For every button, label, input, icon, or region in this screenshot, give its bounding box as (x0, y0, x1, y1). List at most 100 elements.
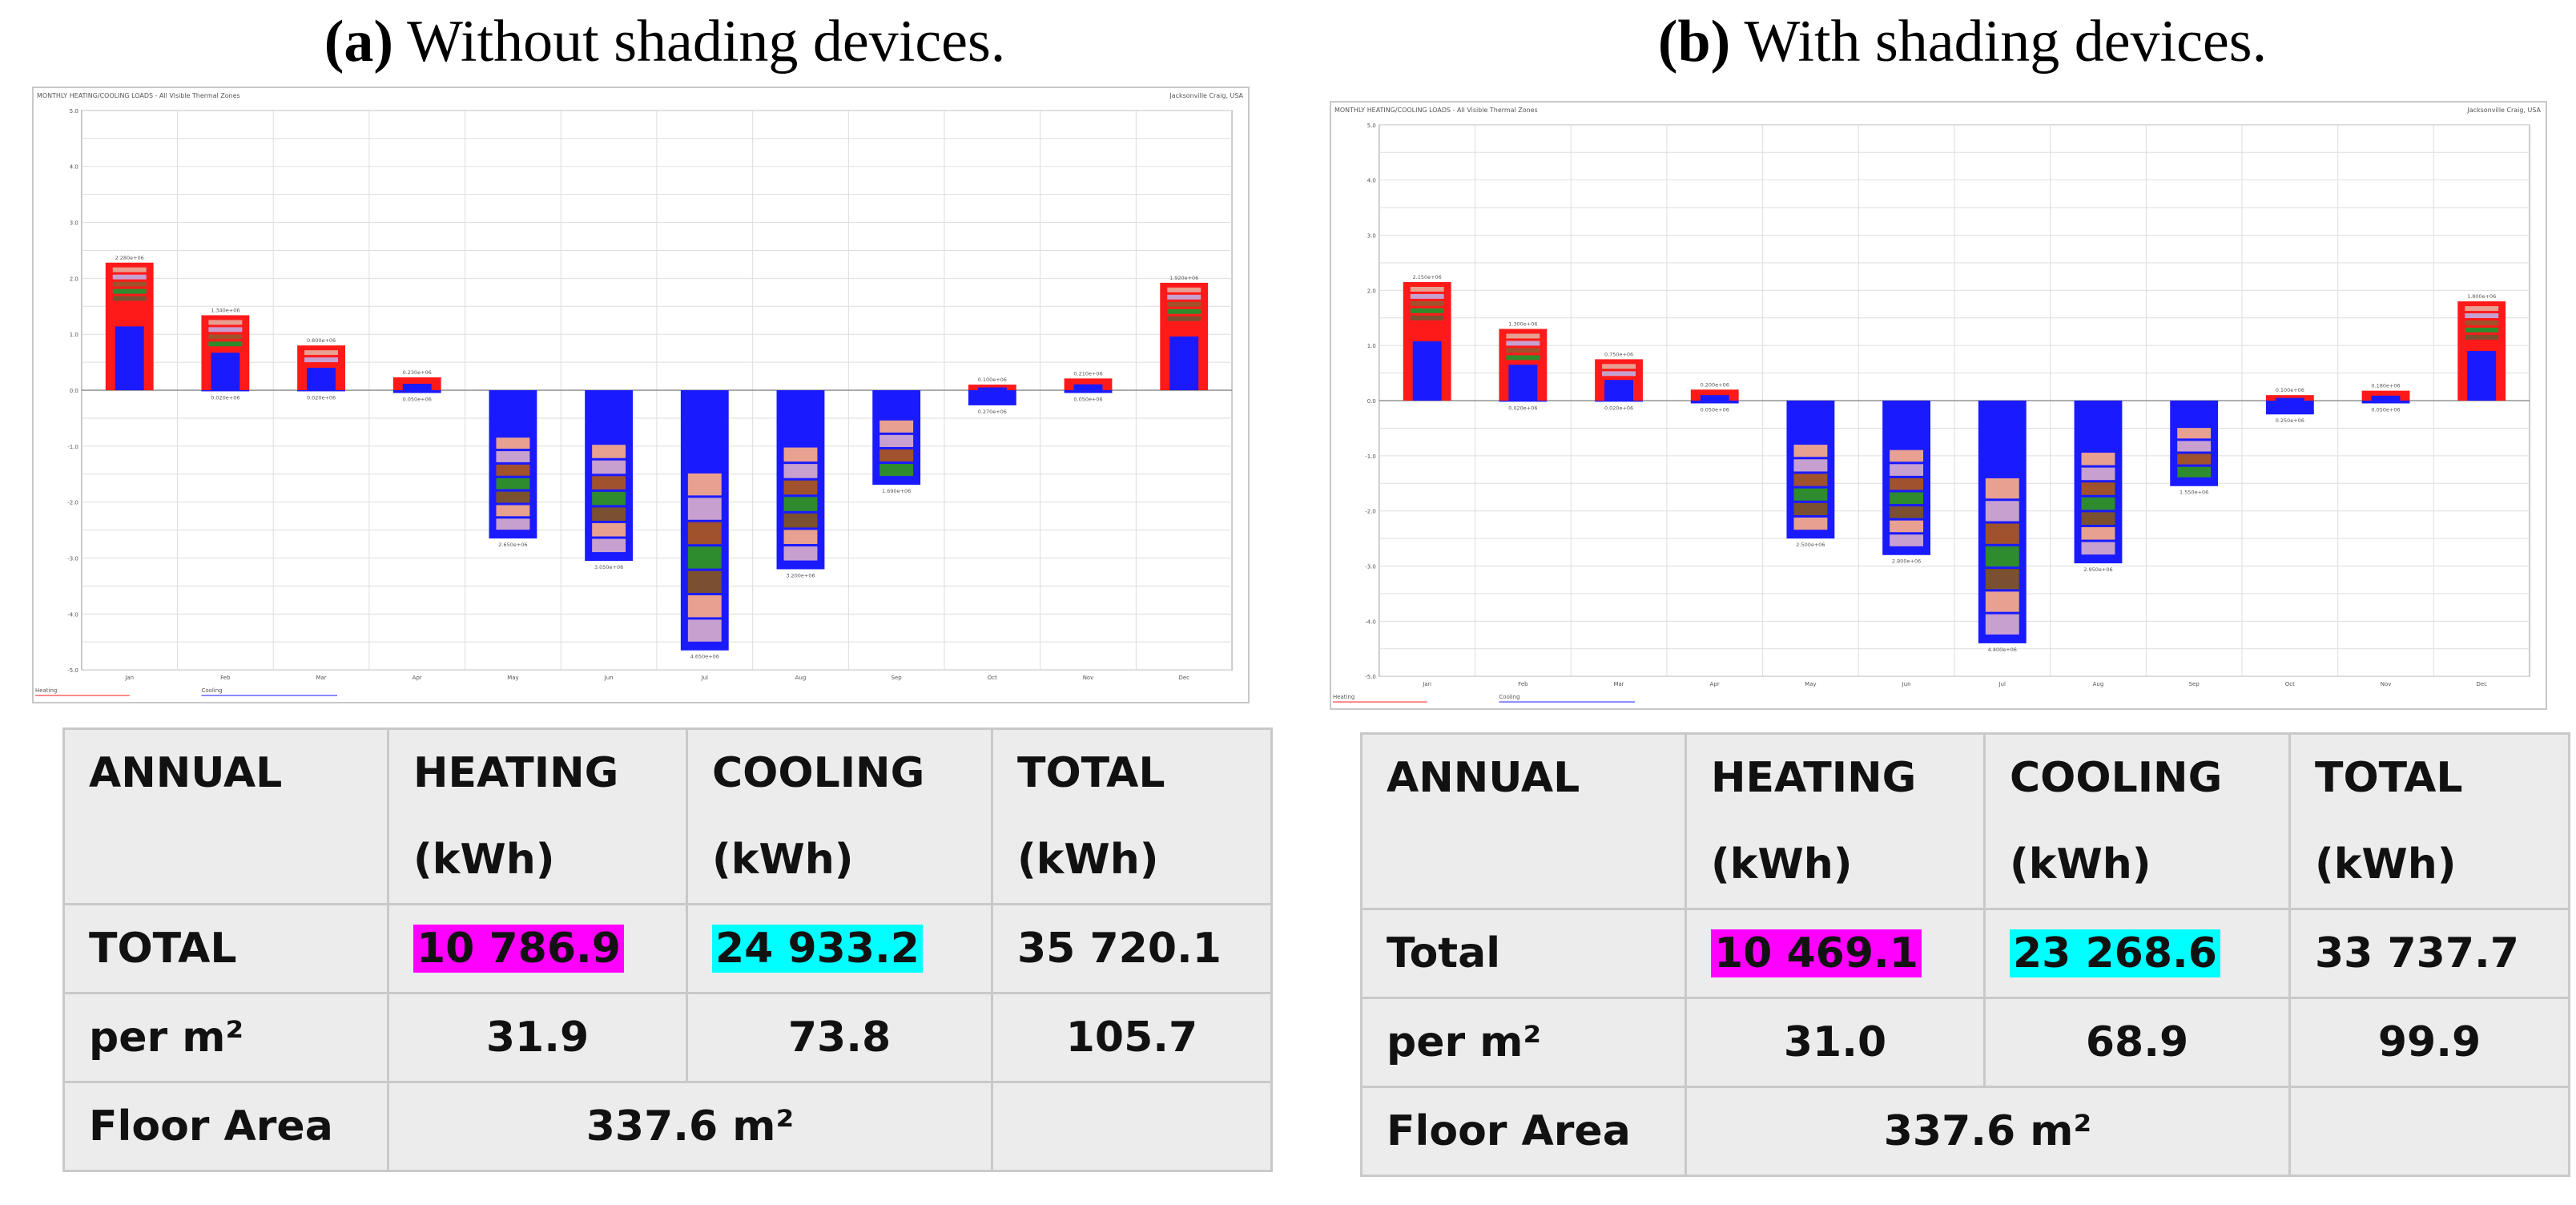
table-header-row: ANNUAL HEATING COOLING TOTAL (62, 727, 1273, 816)
x-tick-label: Jan (1422, 681, 1431, 687)
header-total: TOTAL (991, 727, 1273, 816)
heating-component (2467, 351, 2497, 401)
x-tick-label: Oct (2285, 681, 2295, 687)
y-tick-label: 0.0 (70, 388, 78, 394)
cooling-component (496, 518, 530, 530)
cooling-data-label: 1.550e+06 (2180, 490, 2208, 496)
per-m2-heating: 31.9 (387, 992, 688, 1083)
chart-location: Jacksonville Craig, USA (1169, 92, 1243, 99)
heating-component (1602, 371, 1636, 377)
heating-component (208, 327, 243, 332)
units-cooling: (kWh) (1983, 821, 2291, 910)
cooling-component (2081, 512, 2115, 525)
total-label: TOTAL (62, 903, 389, 994)
y-tick-label: -4.0 (1365, 619, 1376, 625)
header-heating: HEATING (387, 727, 688, 816)
total-heating-cell: 10 469.1 (1684, 908, 1986, 999)
cooling-component (2081, 542, 2115, 555)
heating-bar (2265, 395, 2314, 401)
x-tick-label: May (1805, 681, 1816, 687)
cooling-component (2081, 482, 2115, 495)
total-total-value: 35 720.1 (991, 903, 1273, 994)
cooling-component (1985, 501, 2019, 522)
heating-component (208, 341, 243, 347)
cooling-data-label: 0.020e+06 (307, 394, 336, 401)
heating-component (112, 267, 147, 272)
cooling-component (496, 478, 530, 490)
cooling-component (2081, 453, 2115, 465)
legend-cooling: Cooling (201, 687, 222, 694)
table-per-m2-row: per m² 31.0 68.9 99.9 (1360, 997, 2570, 1088)
floor-area-blank (991, 1081, 1273, 1172)
header-total: TOTAL (2288, 732, 2570, 821)
cooling-component (1793, 502, 1828, 516)
heating-component (1506, 333, 1540, 339)
heating-component (304, 357, 338, 363)
heating-component (1410, 287, 1444, 292)
monthly-loads-chart: MONTHLY HEATING/COOLING LOADS - All Visi… (1332, 107, 2542, 703)
units-cooling: (kWh) (686, 816, 993, 905)
cooling-component (1793, 517, 1828, 530)
legend-heating: Heating (1333, 694, 1354, 700)
y-tick-label: 1.0 (1367, 343, 1376, 349)
floor-area-value: 337.6 m² (1684, 1086, 2291, 1177)
cooling-bar (297, 390, 345, 392)
x-tick-label: Jun (604, 675, 614, 681)
heating-component (2275, 397, 2304, 401)
per-m2-heating: 31.0 (1684, 997, 1986, 1088)
cooling-component (1890, 449, 1924, 462)
heating-data-label: 2.150e+06 (1413, 274, 1442, 280)
header-annual: ANNUAL (1360, 732, 1687, 821)
y-tick-label: 1.0 (70, 332, 78, 338)
chart-title: MONTHLY HEATING/COOLING LOADS - All Visi… (37, 92, 240, 99)
x-tick-label: Aug (795, 675, 807, 681)
heating-component (1506, 341, 1540, 346)
cooling-component (783, 513, 818, 528)
floor-area-label: Floor Area (1360, 1086, 1687, 1177)
cooling-data-label: 3.200e+06 (786, 572, 815, 578)
heating-data-label: 1.300e+06 (1508, 321, 1537, 328)
total-cooling-value: 24 933.2 (712, 925, 923, 973)
heating-component (307, 368, 336, 391)
heating-component (2371, 395, 2401, 401)
heating-component (1506, 348, 1540, 353)
panel-with-shading: (b) With shading devices. MONTHLY HEATIN… (1330, 0, 2576, 1205)
heating-component (1167, 294, 1201, 300)
heating-component (1410, 308, 1444, 313)
cooling-component (879, 434, 914, 447)
heating-data-label: 1.800e+06 (2467, 293, 2496, 300)
cooling-component (496, 437, 530, 449)
table-per-m2-row: per m² 31.9 73.8 105.7 (62, 992, 1273, 1083)
heating-data-label: 0.210e+06 (1073, 370, 1102, 377)
cooling-component (879, 449, 914, 462)
heating-component (1167, 308, 1201, 314)
heating-data-label: 0.100e+06 (2276, 387, 2304, 393)
floor-area-blank (2288, 1086, 2570, 1177)
cooling-data-label: 4.400e+06 (1988, 647, 2017, 653)
cooling-data-label: 3.050e+06 (594, 564, 623, 570)
cooling-component (496, 464, 530, 476)
heating-component (2465, 306, 2499, 312)
cooling-component (592, 522, 626, 537)
cooling-component (1890, 492, 1924, 505)
chart-title: MONTHLY HEATING/COOLING LOADS - All Visi… (1334, 107, 1538, 114)
cooling-data-label: 2.950e+06 (2083, 566, 2112, 573)
cooling-component (2081, 526, 2115, 540)
cooling-component (687, 522, 722, 545)
heating-component (1073, 384, 1103, 391)
cooling-component (1985, 478, 2019, 499)
cooling-component (592, 507, 626, 521)
total-cooling-cell: 23 268.6 (1983, 908, 2291, 999)
cooling-component (879, 420, 914, 433)
cooling-component (2177, 466, 2212, 478)
floor-area-label: Floor Area (62, 1081, 389, 1172)
y-tick-label: -1.0 (1365, 453, 1376, 460)
chart-location: Jacksonville Craig, USA (2466, 107, 2541, 114)
heating-data-label: 0.750e+06 (1604, 351, 1633, 357)
heating-component (115, 326, 144, 391)
annual-summary-table: ANNUAL HEATING COOLING TOTAL (kWh) (kWh)… (62, 727, 1273, 1172)
heating-component (1700, 395, 1729, 401)
heating-data-label: 0.100e+06 (978, 377, 1007, 383)
x-tick-label: Apr (413, 675, 422, 681)
table-floor-row: Floor Area 337.6 m² (1360, 1086, 2570, 1177)
